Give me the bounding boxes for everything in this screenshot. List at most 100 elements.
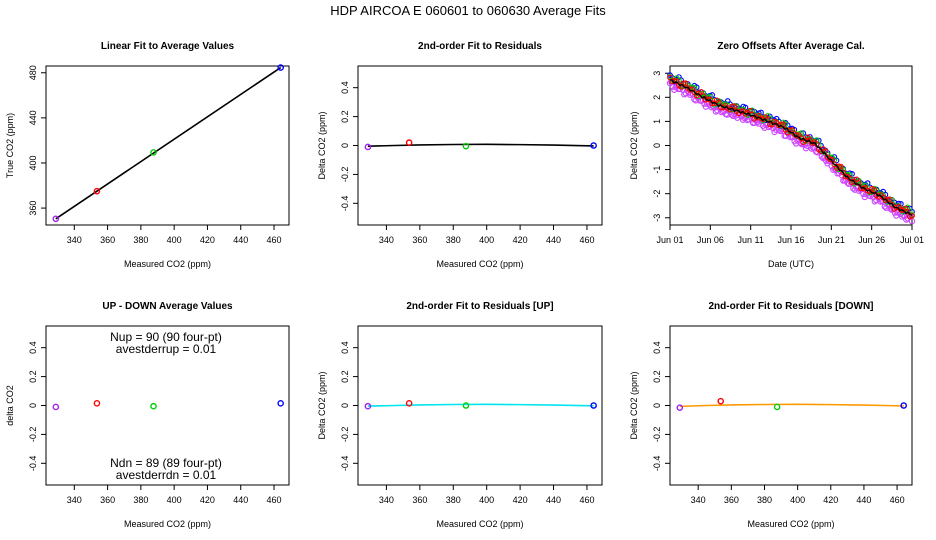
fit-line <box>55 66 282 220</box>
x-tick-label: Jun 11 <box>737 235 763 245</box>
data-point <box>903 216 910 223</box>
x-tick-label: 440 <box>233 235 248 245</box>
panel-title: 2nd-order Fit to Residuals <box>418 41 542 52</box>
x-tick-label: 360 <box>412 235 427 245</box>
data-point <box>838 163 844 170</box>
y-axis-label: True CO2 (ppm) <box>5 113 15 178</box>
data-point <box>778 121 784 128</box>
data-point <box>682 80 689 87</box>
x-tick-label: 380 <box>446 495 461 505</box>
y-tick-label: 480 <box>28 65 38 80</box>
data-point <box>909 213 915 219</box>
y-tick-label: -0.4 <box>652 456 662 472</box>
data-point <box>840 169 847 176</box>
y-tick-label: -0.2 <box>652 427 662 443</box>
x-tick-label: 420 <box>200 495 215 505</box>
data-point <box>93 187 101 195</box>
y-tick-label: -1 <box>652 166 662 174</box>
data-point <box>669 83 677 90</box>
data-point <box>364 143 372 151</box>
x-tick-label: 460 <box>267 235 282 245</box>
y-axis-label: Delta CO2 (ppm) <box>629 111 639 179</box>
y-tick-label: -0.4 <box>340 196 350 212</box>
y-tick-label: 0.4 <box>652 341 662 354</box>
y-tick-label: 0 <box>340 143 350 148</box>
x-tick-label: 420 <box>200 235 215 245</box>
data-point <box>405 400 413 407</box>
y-tick-label: 0.2 <box>652 370 662 383</box>
y-tick-label: 0.4 <box>340 81 350 94</box>
data-point <box>717 397 725 405</box>
x-tick-label: 340 <box>67 495 82 505</box>
y-tick-label: 0 <box>652 143 662 148</box>
y-axis-label: Delta CO2 (ppm) <box>629 371 639 439</box>
x-tick-label: Jun 21 <box>818 235 845 245</box>
x-tick-label: 460 <box>579 495 594 505</box>
y-tick-label: 2 <box>652 95 662 100</box>
data-point <box>792 140 800 147</box>
panel-2: 2nd-order Fit to Residuals Measured CO2 (… <box>317 41 603 269</box>
data-point <box>462 402 470 409</box>
data-point <box>277 400 284 407</box>
x-tick-label: 460 <box>579 235 594 245</box>
x-axis-label: Measured CO2 (ppm) <box>124 259 211 269</box>
y-tick-label: 0.4 <box>340 341 350 354</box>
x-axis-label: Measured CO2 (ppm) <box>124 519 211 529</box>
x-tick-label: 380 <box>446 235 461 245</box>
data-point <box>673 78 680 85</box>
y-tick-label: -3 <box>652 214 662 222</box>
y-axis-label: Delta CO2 (ppm) <box>317 111 327 179</box>
data-point <box>698 88 704 95</box>
panel-5: 2nd-order Fit to Residuals [UP] Measured … <box>317 301 603 529</box>
panels: Linear Fit to Average Values Measured CO2… <box>5 41 924 529</box>
x-tick-label: 440 <box>233 495 248 505</box>
data-point <box>871 187 878 193</box>
data-point <box>808 145 815 152</box>
x-tick-label: 440 <box>856 495 871 505</box>
y-tick-label: 3 <box>652 71 662 76</box>
panel-title: Linear Fit to Average Values <box>101 41 235 52</box>
panel-4: UP - DOWN Average Values Measured CO2 (pp… <box>5 301 290 529</box>
data-point <box>715 99 722 106</box>
x-axis-label: Measured CO2 (ppm) <box>436 259 523 269</box>
annotation-text: Nup = 90 (90 four-pt) <box>110 330 222 344</box>
data-point <box>590 142 597 149</box>
fit-line <box>679 403 904 408</box>
y-tick-label: -0.2 <box>28 427 38 443</box>
series-black <box>669 79 913 217</box>
x-tick-label: 360 <box>412 495 427 505</box>
x-tick-label: 440 <box>546 495 561 505</box>
y-tick-label: 400 <box>28 155 38 170</box>
data-point <box>150 402 157 410</box>
panel-title: UP - DOWN Average Values <box>102 301 233 312</box>
x-tick-label: 440 <box>546 235 561 245</box>
data-point <box>277 64 284 71</box>
panel-6: 2nd-order Fit to Residuals [DOWN] Measure… <box>629 301 913 529</box>
y-tick-label: 360 <box>28 201 38 216</box>
x-axis-label: Date (UTC) <box>768 259 814 269</box>
y-tick-label: 0 <box>28 403 38 408</box>
y-axis-label: delta CO2 <box>5 385 15 426</box>
data-point <box>886 196 893 203</box>
y-tick-label: 1 <box>652 119 662 124</box>
x-tick-label: 340 <box>67 235 82 245</box>
x-tick-label: Jun 26 <box>858 235 885 245</box>
series-line <box>669 79 913 217</box>
data-point <box>52 215 60 223</box>
data-point <box>364 402 372 410</box>
x-tick-label: 340 <box>379 495 394 505</box>
fit-line <box>367 403 594 407</box>
data-point <box>724 111 731 118</box>
x-tick-label: 420 <box>823 495 838 505</box>
x-tick-label: 420 <box>513 495 528 505</box>
fit-line <box>367 143 594 148</box>
data-point <box>731 103 738 110</box>
x-tick-label: 380 <box>133 235 148 245</box>
plot-frame <box>45 65 290 226</box>
y-tick-label: 0.4 <box>28 341 38 354</box>
x-tick-label: Jun 06 <box>697 235 724 245</box>
figure-title: HDP AIRCOA E 060601 to 060630 Average Fi… <box>330 3 606 18</box>
x-tick-label: 340 <box>379 235 394 245</box>
x-tick-label: 460 <box>890 495 905 505</box>
